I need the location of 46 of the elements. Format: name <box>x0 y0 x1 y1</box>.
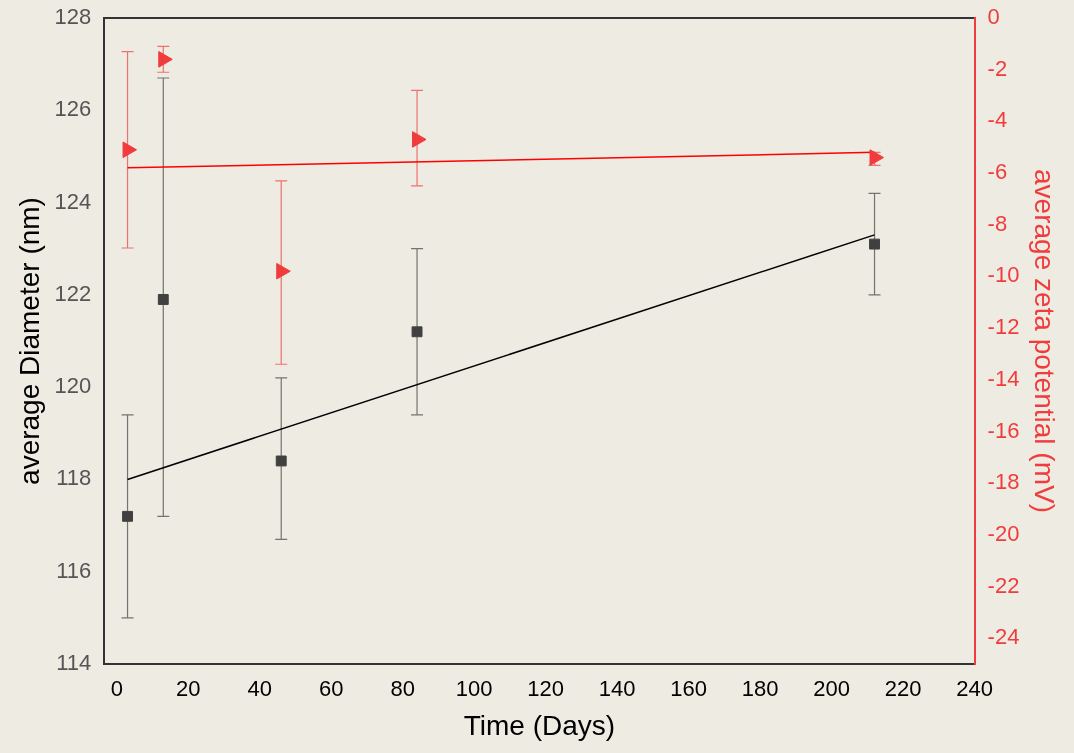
y2-tick-label: -12 <box>987 314 1020 340</box>
x-tick-label: 80 <box>390 676 415 702</box>
point <box>122 510 133 522</box>
point <box>157 294 169 305</box>
y-tick-label: 116 <box>56 557 92 583</box>
x-axis-title: Time (Days) <box>463 709 616 741</box>
y2-tick-label: -16 <box>987 417 1020 443</box>
y2-tick-label: -22 <box>987 572 1020 598</box>
x-tick-label: 100 <box>455 676 493 702</box>
point <box>275 455 287 467</box>
y2-tick-label: -6 <box>987 159 1008 185</box>
x-tick-label: 40 <box>247 676 273 702</box>
y2-tick-label: -14 <box>987 365 1020 391</box>
x-tick-label: 220 <box>884 676 922 702</box>
y-tick-label: 124 <box>54 188 92 214</box>
x-tick-label: 120 <box>527 676 565 702</box>
y-tick-label: 126 <box>54 96 92 122</box>
y-tick-label: 114 <box>56 650 92 676</box>
y2-tick-label: -8 <box>987 210 1008 236</box>
y2-tick-label: 0 <box>987 4 1000 30</box>
x-tick-label: 160 <box>670 676 708 702</box>
x-tick-label: 200 <box>813 676 850 702</box>
x-tick-label: 140 <box>598 676 636 702</box>
point <box>412 131 427 148</box>
y2-tick-label: -20 <box>987 520 1020 546</box>
y-tick-label: 128 <box>54 4 92 30</box>
y2-tick-label: -24 <box>987 624 1020 650</box>
point <box>276 262 291 280</box>
x-tick-label: 0 <box>110 676 123 702</box>
y2-axis-title: average zeta potential (mV) <box>1029 169 1061 513</box>
y2-tick-label: -10 <box>987 262 1020 288</box>
y2-tick-label: -18 <box>987 469 1020 495</box>
y-axis-title: average Diameter (nm) <box>13 197 45 485</box>
point <box>122 141 138 159</box>
y2-tick-label: -4 <box>987 107 1008 133</box>
point <box>869 238 880 250</box>
point <box>411 326 423 338</box>
y-tick-label: 118 <box>56 465 92 491</box>
y2-tick-label: -2 <box>987 55 1008 81</box>
x-tick-label: 180 <box>741 676 779 702</box>
y-tick-label: 122 <box>54 280 92 306</box>
x-tick-label: 20 <box>176 676 201 702</box>
x-tick-label: 60 <box>319 676 344 702</box>
point <box>158 51 173 68</box>
y-tick-label: 120 <box>54 373 92 399</box>
x-tick-label: 240 <box>956 676 993 702</box>
